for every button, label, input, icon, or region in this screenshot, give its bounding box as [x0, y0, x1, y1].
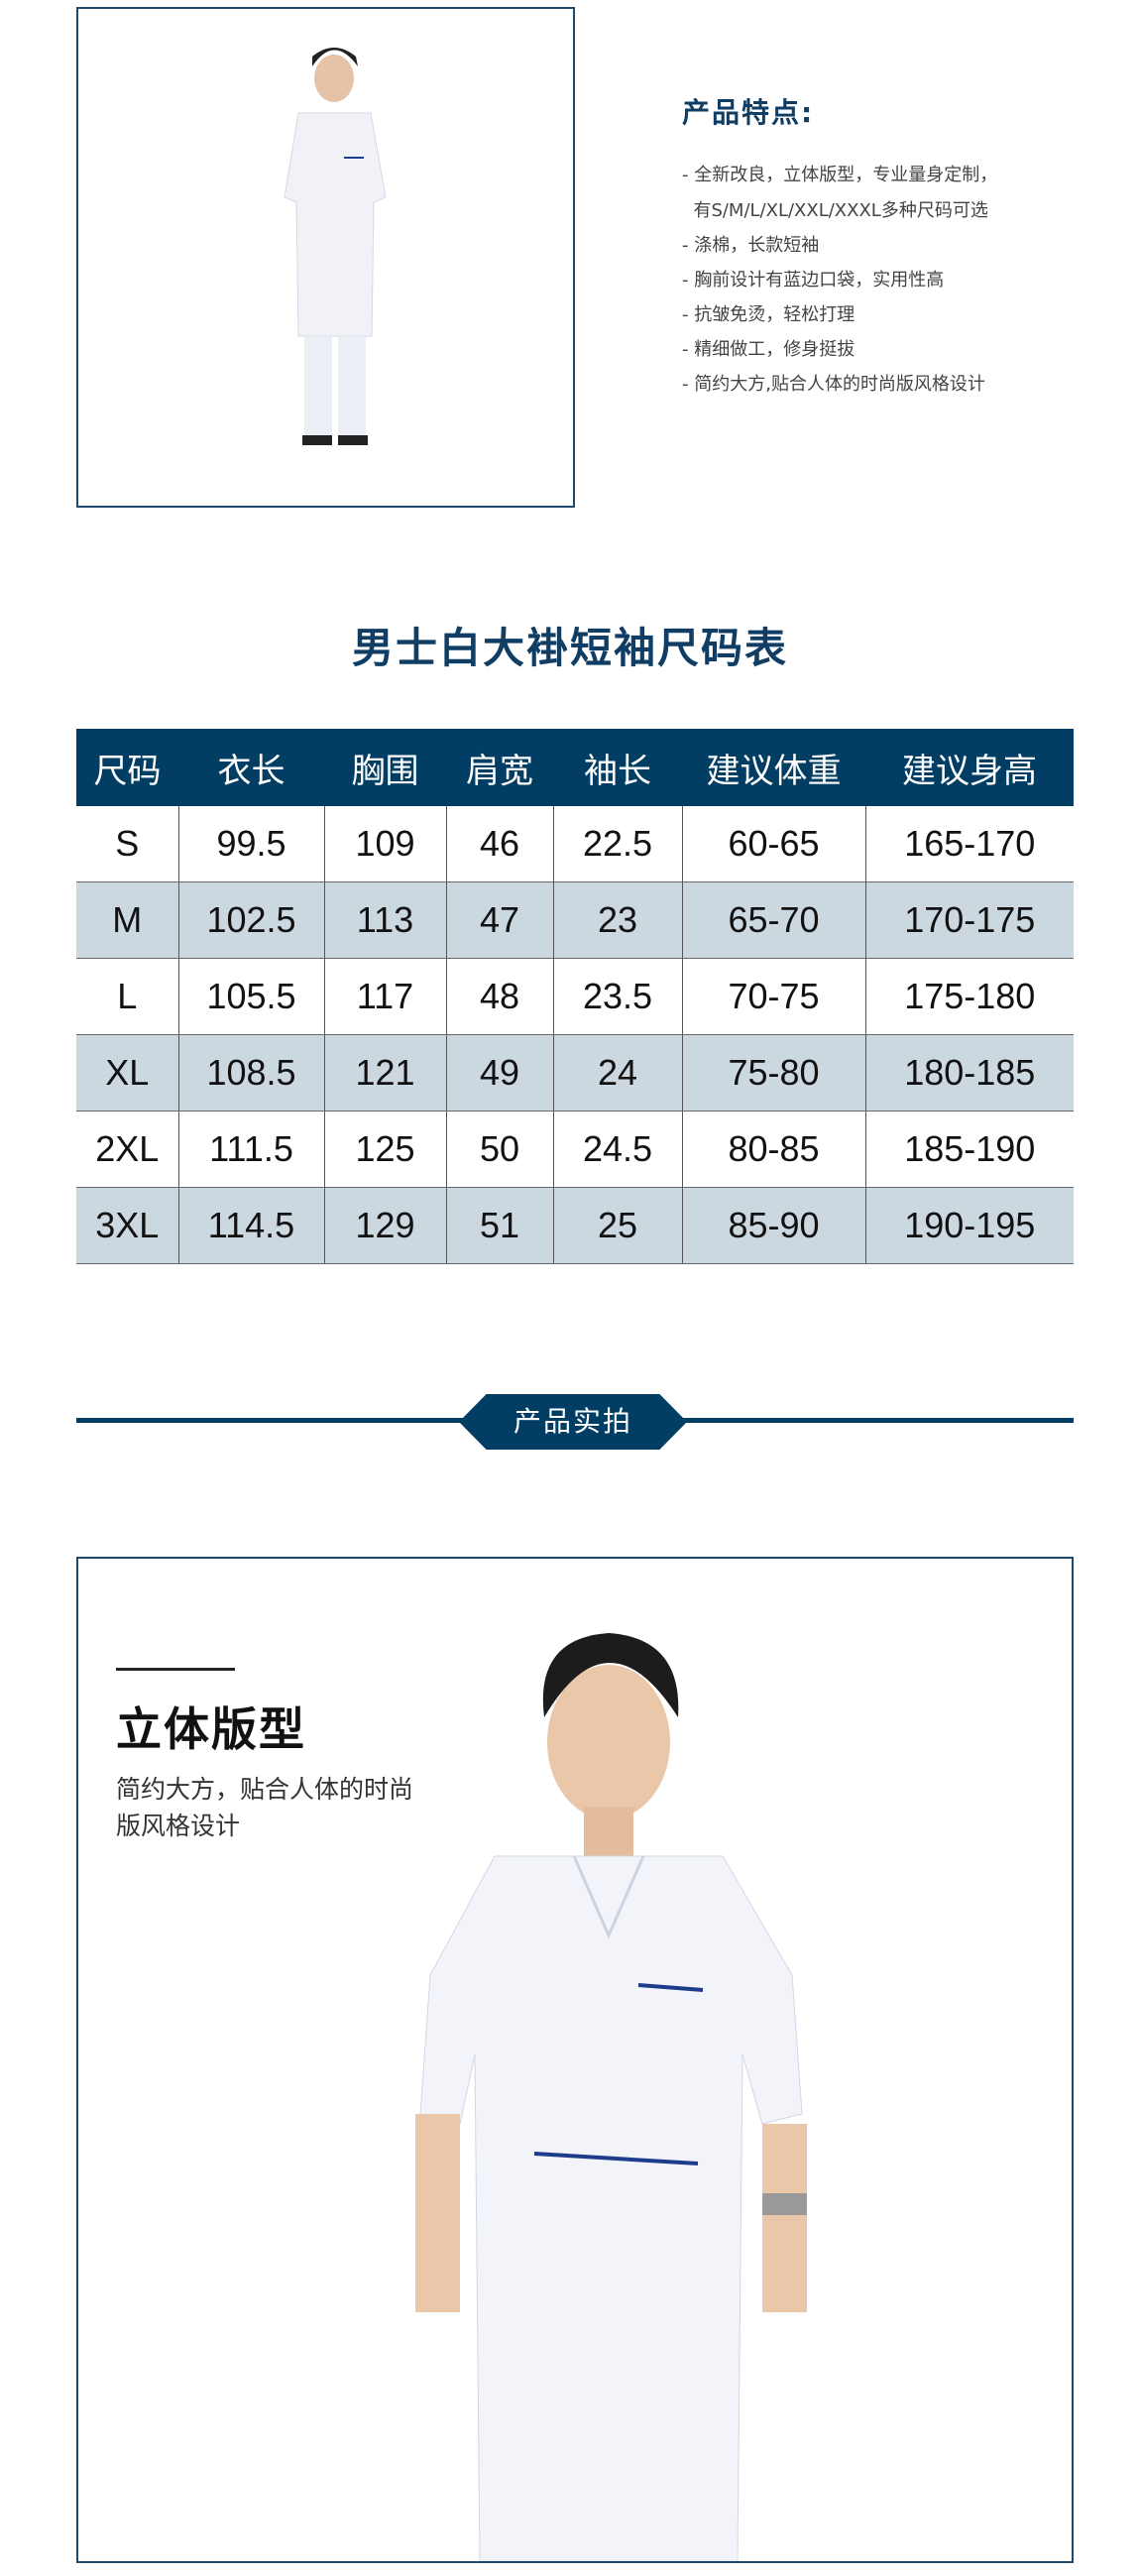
features-title: 产品特点: — [682, 96, 815, 129]
column-header: 胸围 — [324, 729, 446, 806]
table-cell: 23.5 — [552, 958, 682, 1035]
table-cell: 51 — [445, 1187, 553, 1264]
table-cell: 180-185 — [864, 1034, 1074, 1112]
feature-item: - 涤棉，长款短袖 — [682, 235, 820, 256]
table-cell: 114.5 — [177, 1187, 324, 1264]
table-cell: 170-175 — [864, 881, 1074, 959]
table-cell: 102.5 — [177, 881, 324, 959]
table-cell: S — [76, 806, 178, 882]
table-cell: 111.5 — [177, 1111, 324, 1188]
table-cell: 60-65 — [681, 806, 865, 882]
table-cell: 165-170 — [864, 806, 1074, 882]
table-cell: 46 — [445, 806, 553, 882]
table-cell: L — [76, 958, 178, 1035]
model-full-body-image — [284, 48, 387, 445]
feature-item: - 简约大方,贴合人体的时尚版风格设计 — [682, 374, 985, 395]
table-cell: 109 — [323, 806, 446, 882]
product-photo-detail — [76, 1557, 1074, 2563]
table-cell: 185-190 — [864, 1111, 1074, 1188]
table-cell: 80-85 — [681, 1111, 865, 1188]
table-row: 3XL 114.5 129 51 25 85-90 190-195 — [76, 1187, 1074, 1264]
size-table-title: 男士白大褂短袖尺码表 — [351, 624, 788, 672]
table-cell: 65-70 — [681, 881, 865, 959]
feature-item: - 胸前设计有蓝边口袋，实用性高 — [682, 270, 945, 291]
table-cell: 24 — [552, 1034, 682, 1112]
model-upper-body-image — [415, 1633, 807, 2561]
size-table: 尺码 衣长 胸围 肩宽 袖长 建议体重 建议身高 S 99.5 109 46 22.5 6… — [76, 729, 1074, 1264]
feature-item: - 抗皱免烫，轻松打理 — [682, 304, 855, 325]
column-header: 衣长 — [178, 729, 324, 806]
table-cell: 99.5 — [177, 806, 324, 882]
detail-description-line: 简约大方，贴合人体的时尚 — [116, 1775, 414, 1804]
table-cell: 121 — [323, 1034, 446, 1112]
table-cell: 85-90 — [681, 1187, 865, 1264]
table-cell: 190-195 — [864, 1187, 1074, 1264]
feature-item: - 全新改良，立体版型，专业量身定制， — [682, 165, 998, 185]
table-cell: 175-180 — [864, 958, 1074, 1035]
column-header: 袖长 — [553, 729, 682, 806]
table-cell: XL — [76, 1034, 178, 1112]
table-cell: 25 — [552, 1187, 682, 1264]
table-cell: M — [76, 881, 178, 959]
section-badge: 产品实拍 — [459, 1394, 687, 1450]
table-cell: 113 — [323, 881, 446, 959]
table-cell: 117 — [323, 958, 446, 1035]
table-cell: 22.5 — [552, 806, 682, 882]
detail-heading: 立体版型 — [116, 1702, 306, 1756]
column-header: 尺码 — [76, 729, 178, 806]
table-cell: 105.5 — [177, 958, 324, 1035]
table-row: S 99.5 109 46 22.5 60-65 165-170 — [76, 806, 1074, 882]
detail-description-line: 版风格设计 — [116, 1812, 241, 1840]
table-cell: 49 — [445, 1034, 553, 1112]
table-cell: 48 — [445, 958, 553, 1035]
column-header: 建议体重 — [682, 729, 865, 806]
table-cell: 125 — [323, 1111, 446, 1188]
table-row: L 105.5 117 48 23.5 70-75 175-180 — [76, 958, 1074, 1035]
table-cell: 2XL — [76, 1111, 178, 1188]
table-cell: 23 — [552, 881, 682, 959]
table-row: 2XL 111.5 125 50 24.5 80-85 185-190 — [76, 1111, 1074, 1188]
table-cell: 108.5 — [177, 1034, 324, 1112]
table-row: XL 108.5 121 49 24 75-80 180-185 — [76, 1034, 1074, 1112]
column-header: 建议身高 — [865, 729, 1074, 806]
table-cell: 70-75 — [681, 958, 865, 1035]
table-cell: 47 — [445, 881, 553, 959]
table-header-row: 尺码 衣长 胸围 肩宽 袖长 建议体重 建议身高 — [76, 729, 1074, 806]
table-cell: 3XL — [76, 1187, 178, 1264]
table-cell: 24.5 — [552, 1111, 682, 1188]
table-cell: 75-80 — [681, 1034, 865, 1112]
table-cell: 50 — [445, 1111, 553, 1188]
table-row: M 102.5 113 47 23 65-70 170-175 — [76, 881, 1074, 959]
product-photo-full — [76, 7, 575, 508]
column-header: 肩宽 — [446, 729, 553, 806]
table-cell: 129 — [323, 1187, 446, 1264]
feature-item: 有S/M/L/XL/XXL/XXXL多种尺码可选 — [682, 200, 988, 221]
feature-item: - 精细做工，修身挺拔 — [682, 339, 855, 360]
heading-rule — [116, 1668, 235, 1671]
